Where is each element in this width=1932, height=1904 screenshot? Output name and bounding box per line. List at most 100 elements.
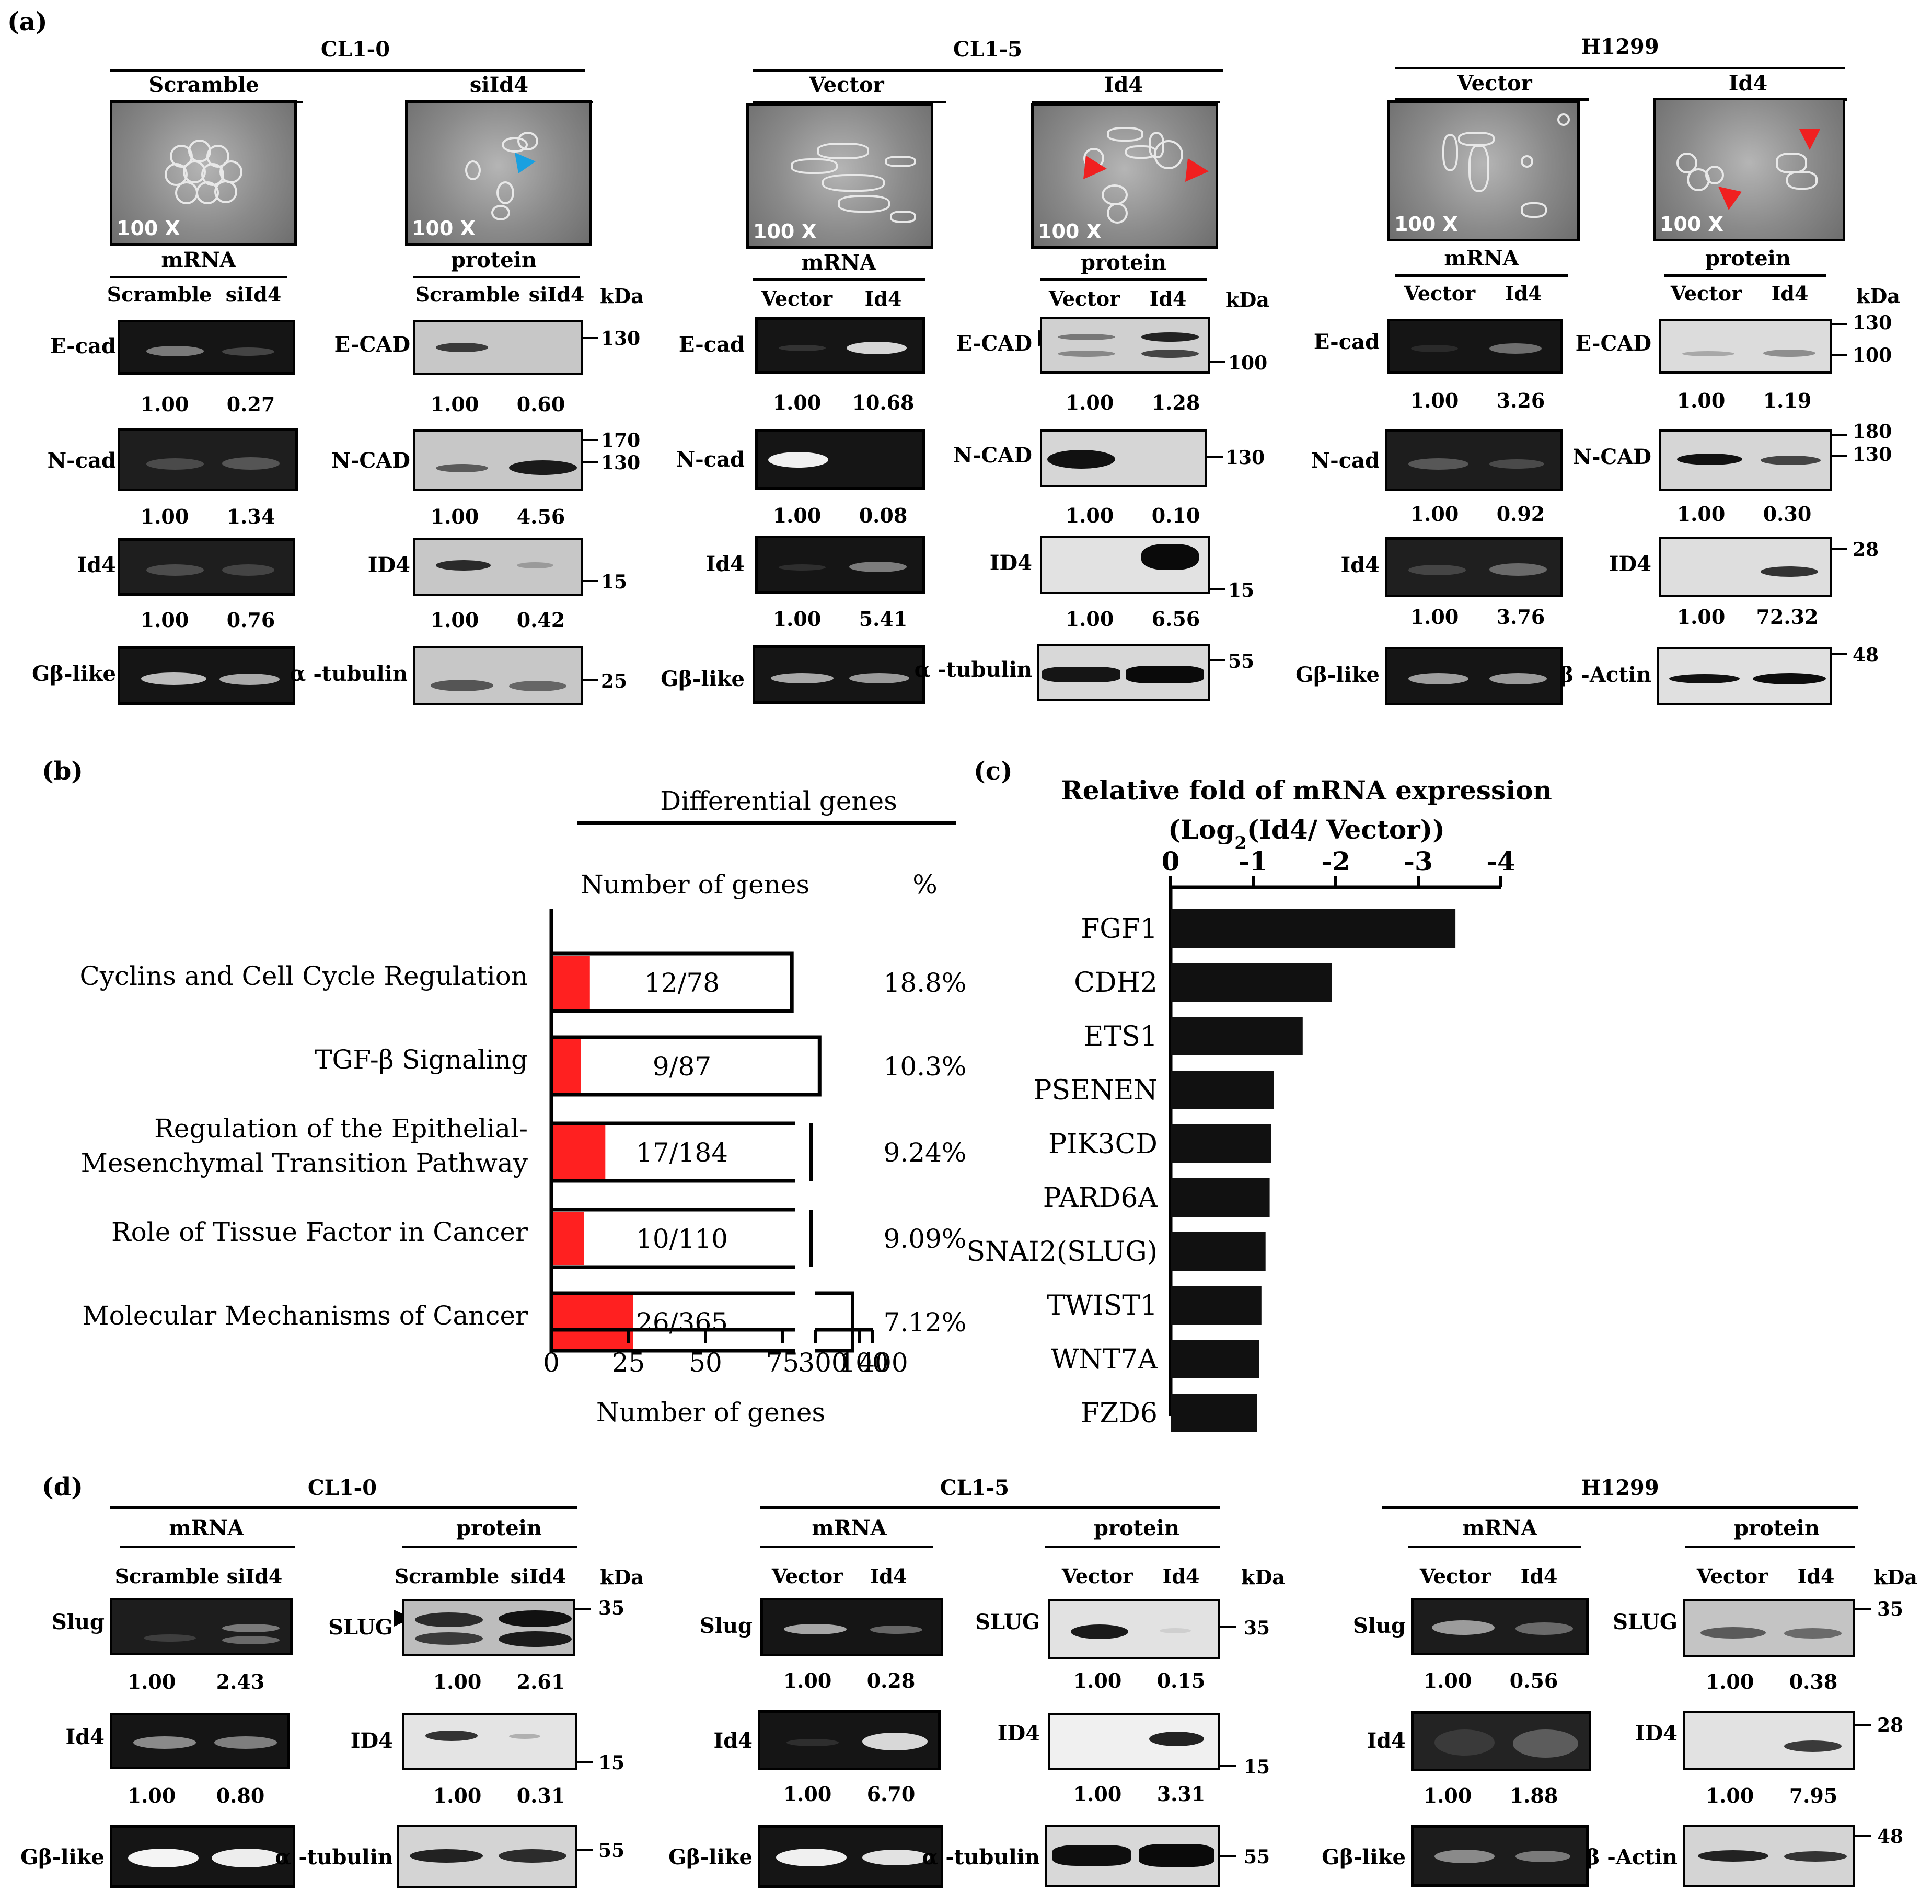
gel-id4 <box>755 536 925 594</box>
x-tick-label: 400 <box>858 1348 908 1378</box>
blot-n-cad <box>1659 429 1832 491</box>
quant-value: 0.80 <box>216 1784 265 1807</box>
divider <box>760 1506 1220 1509</box>
bar <box>1171 963 1332 1002</box>
cell-line-h1299: H1299 <box>1581 34 1659 59</box>
mw-marker: 55 <box>598 1840 625 1862</box>
quant-value: 72.32 <box>1756 605 1819 629</box>
divider <box>120 1546 295 1548</box>
micrograph-cl15-vector: 100 X <box>746 103 933 249</box>
mrna-header: mRNA <box>812 1516 887 1540</box>
lane-label: Scramble <box>394 1564 500 1588</box>
quant-value: 1.00 <box>1676 502 1726 526</box>
gene-label: E-CAD <box>956 331 1032 356</box>
condition-id4: Id4 <box>1104 73 1143 97</box>
lane-label: Id4 <box>1797 1564 1835 1588</box>
category-label: Mesenchymal Transition Pathway <box>81 1148 528 1178</box>
kda-label: kDa <box>1873 1565 1917 1589</box>
gene-label: α -tubulin <box>275 1845 393 1870</box>
bar <box>1171 1017 1303 1055</box>
condition-vector: Vector <box>1457 71 1532 96</box>
lane-label: Id4 <box>870 1564 907 1588</box>
panel-label-a: (a) <box>7 7 48 37</box>
mw-marker: 130 <box>1225 447 1265 469</box>
quant-value: 5.41 <box>859 607 908 631</box>
blot-e-cad <box>1040 317 1210 374</box>
lane-label: Id4 <box>1505 282 1542 305</box>
blot-actin <box>1657 647 1832 705</box>
arrowhead-icon <box>1185 158 1209 182</box>
bar-label: 17/184 <box>636 1137 728 1168</box>
mw-marker: 35 <box>1244 1617 1270 1639</box>
mw-marker: 15 <box>601 571 628 593</box>
divider <box>110 276 287 278</box>
quant-value: 1.00 <box>140 505 189 528</box>
lane-label: Scramble <box>114 1564 220 1588</box>
blot-id4 <box>1048 1713 1220 1770</box>
lane-label: Id4 <box>864 287 902 310</box>
quant-value: 6.56 <box>1151 607 1200 631</box>
lane-label: Vector <box>1404 282 1476 305</box>
x-tick-label: -3 <box>1404 846 1433 877</box>
lane-label: Id4 <box>1771 282 1809 305</box>
quant-value: 0.76 <box>226 608 275 632</box>
panel-label-d: (d) <box>42 1472 83 1502</box>
quant-value: 0.42 <box>516 608 565 632</box>
quant-value: 1.00 <box>127 1784 176 1807</box>
category-label: FZD6 <box>1081 1398 1158 1429</box>
divider <box>1664 274 1826 277</box>
bar <box>1171 1340 1259 1378</box>
gene-label: ID4 <box>367 553 410 577</box>
cell-line-h1299: H1299 <box>1581 1476 1659 1500</box>
mw-marker: 35 <box>1877 1598 1904 1620</box>
mw-marker: 15 <box>598 1752 625 1774</box>
gene-label: β -Actin <box>1586 1845 1678 1870</box>
chart-title: Differential genes <box>660 786 897 816</box>
bar-label: 9/87 <box>653 1051 711 1082</box>
x-tick-label: -1 <box>1239 846 1268 877</box>
lane-label: Scramble <box>415 283 520 306</box>
quant-value: 1.00 <box>1423 1784 1472 1807</box>
percent-label: 9.09% <box>884 1224 967 1254</box>
gene-label: Id4 <box>65 1725 105 1749</box>
column-header: % <box>912 869 938 900</box>
quant-value: 0.92 <box>1496 502 1545 526</box>
category-label: Regulation of the Epithelial- <box>154 1113 528 1144</box>
gene-label: β -Actin <box>1559 663 1651 687</box>
category-label: PSENEN <box>1033 1075 1158 1106</box>
mw-marker: 35 <box>598 1597 625 1619</box>
mw-marker: 170 <box>601 429 641 451</box>
quant-value: 2.61 <box>516 1670 565 1693</box>
blot-slug <box>1683 1599 1855 1657</box>
lane-label: Vector <box>1696 1564 1768 1588</box>
gene-label: Id4 <box>705 552 745 576</box>
quant-value: 1.00 <box>1073 1782 1122 1806</box>
divider <box>1408 1546 1581 1548</box>
x-tick-label: 0 <box>1162 846 1180 877</box>
quant-value: 0.30 <box>1763 502 1812 526</box>
gene-label: Id4 <box>1367 1728 1406 1753</box>
mrna-header: mRNA <box>1444 246 1519 271</box>
mw-marker: 48 <box>1877 1826 1904 1848</box>
gene-label: ID4 <box>350 1728 393 1753</box>
blot-id4 <box>413 538 583 596</box>
cell-line-cl10: CL1-0 <box>307 1476 377 1500</box>
gel-gb-like <box>110 1825 295 1888</box>
arrowhead-icon <box>1799 129 1820 150</box>
x-tick-label: 100 <box>839 1348 888 1378</box>
protein-header: protein <box>456 1516 542 1540</box>
category-label: TGF-β Signaling <box>315 1044 528 1075</box>
lane-label: Id4 <box>1520 1564 1558 1588</box>
bar <box>1171 909 1456 948</box>
mw-marker: 130 <box>1853 312 1892 334</box>
gene-label: N-cad <box>1311 448 1380 473</box>
divider <box>110 69 585 72</box>
mrna-header: mRNA <box>801 250 876 275</box>
quant-value: 1.00 <box>772 504 822 527</box>
x-tick-label: 75 <box>766 1348 800 1378</box>
blot-tubulin <box>1045 1825 1220 1887</box>
column-header: Number of genes <box>581 869 809 900</box>
cell-line-cl10: CL1-0 <box>320 37 390 62</box>
chart-title: Relative fold of mRNA expression <box>1061 775 1552 806</box>
bar-differential <box>553 1125 606 1179</box>
